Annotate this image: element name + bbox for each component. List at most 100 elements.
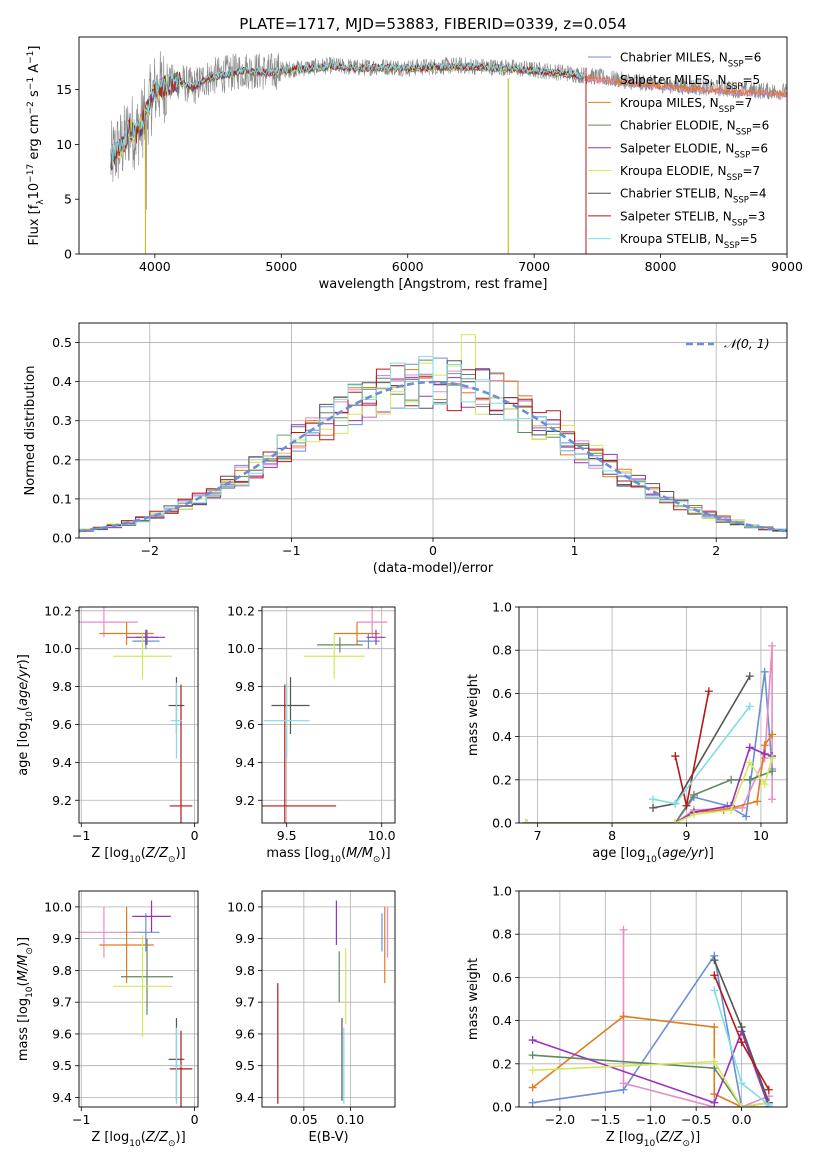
weight-line <box>526 770 773 823</box>
x-tick-label: 7000 <box>518 259 550 274</box>
error-bar-point <box>334 622 380 645</box>
error-bar-point <box>303 633 365 679</box>
x-axis-label: E(B-V) <box>308 1130 348 1145</box>
x-tick-label: 5000 <box>265 259 297 274</box>
y-tick-label: 1.0 <box>492 600 512 615</box>
weight-marker <box>522 819 531 823</box>
weight-marker <box>649 803 657 812</box>
x-tick-label: 0.05 <box>290 1112 318 1127</box>
weight-marker <box>737 1103 746 1107</box>
y-tick-label: 10 <box>56 137 72 152</box>
x-tick-label: 6000 <box>392 259 424 274</box>
weight-marker <box>753 797 762 806</box>
weight-marker <box>528 1066 537 1075</box>
x-tick-label: 9 <box>683 828 691 843</box>
y-tick-label: 9.5 <box>52 1058 72 1073</box>
x-tick-label: 0 <box>191 828 199 843</box>
weight-marker <box>710 971 719 980</box>
error-bar-point <box>79 906 138 958</box>
axes-frame <box>78 36 788 255</box>
y-tick-label: 9.6 <box>52 717 72 732</box>
y-tick-label: 0.4 <box>52 374 72 389</box>
weight-line <box>526 746 773 823</box>
weight-marker <box>745 758 754 767</box>
ticks-age_vs_mass: 9.5 10.0 9.2 9.4 9.6 9.8 10.0 10.2 <box>227 603 396 843</box>
y-tick-label: 5 <box>64 192 72 207</box>
histogram-line <box>79 355 787 532</box>
normal-reference-curve <box>79 380 787 533</box>
y-tick-label: 9.4 <box>52 1090 72 1105</box>
weight-marker <box>649 795 657 804</box>
panel-mass_vs_Z: −1 0 9.4 9.5 9.6 9.7 9.8 9.9 10.0 Z [log10(Z/Z⊙)]… <box>16 890 199 1149</box>
plot-area-age_vs_mass <box>262 607 388 823</box>
weight-line <box>652 705 751 805</box>
y-tick-label: 10.0 <box>44 641 72 656</box>
axes-frame <box>78 606 199 824</box>
weight-marker <box>768 795 777 804</box>
x-tick-label: 8 <box>608 828 616 843</box>
panel-weights_vs_Z: −2.0 −1.5 −1.0 −0.5 0.0 0.0 0.2 0.4 0.6 0.8 1.0 mas… <box>466 884 788 1149</box>
ticks-mass_vs_ebv: 0.05 0.10 9.4 9.5 9.6 9.7 9.8 9.9 10.0 <box>227 899 364 1127</box>
y-tick-label: 9.7 <box>235 995 255 1010</box>
y-tick-label: 9.6 <box>52 1026 72 1041</box>
axes-frame <box>261 606 396 824</box>
weight-marker <box>671 819 680 823</box>
weight-marker <box>704 687 713 696</box>
weight-marker <box>528 1098 537 1107</box>
x-tick-label: 2 <box>712 543 720 558</box>
panel-age_vs_mass: 9.5 10.0 9.2 9.4 9.6 9.8 10.0 10.2 mass [log10(M… <box>227 603 396 865</box>
y-tick-label: 1.0 <box>492 884 512 899</box>
x-axis-label: Z [log10(Z/Z⊙)] <box>606 1130 700 1149</box>
weight-marker <box>742 812 751 821</box>
axes-frame <box>518 606 788 824</box>
x-tick-label: 0.0 <box>732 1112 752 1127</box>
error-bar-point <box>169 684 193 823</box>
x-axis-label: (data-model)/error <box>373 561 494 576</box>
x-tick-label: 1 <box>571 543 579 558</box>
weight-marker <box>768 767 777 776</box>
weight-line <box>526 645 773 823</box>
legend-entry: Kroupa ELODIE, NSSP=7 <box>620 164 760 183</box>
y-tick-label: 9.9 <box>52 931 72 946</box>
y-tick-label: 9.2 <box>235 793 255 808</box>
legend-entry: Salpeter STELIB, NSSP=3 <box>620 209 765 228</box>
x-tick-label: −2.0 <box>545 1112 575 1127</box>
error-bar-point <box>113 935 172 1038</box>
weight-marker <box>745 775 754 784</box>
weight-marker <box>682 801 691 810</box>
grid-age_vs_mass <box>262 607 395 823</box>
y-tick-label: 15 <box>56 82 72 97</box>
grid-weights_vs_Z <box>519 890 787 1108</box>
y-tick-label: 10.0 <box>44 899 72 914</box>
plot-area-mass_vs_Z <box>79 900 193 1107</box>
weight-marker <box>760 780 769 789</box>
x-axis-label: mass [log10(M/M⊙)] <box>266 846 390 865</box>
y-tick-label: 0.3 <box>52 413 72 428</box>
y-tick-label: 0.4 <box>492 1013 512 1028</box>
weight-line <box>674 691 710 806</box>
legend-entry: Salpeter ELODIE, NSSP=6 <box>620 141 768 160</box>
x-tick-label: −1.5 <box>590 1112 620 1127</box>
error-bar-point <box>113 633 172 679</box>
axes-frame <box>78 890 199 1108</box>
y-axis-label: mass weight <box>466 958 481 1040</box>
error-bar-point <box>126 629 166 645</box>
x-tick-label: 0.10 <box>336 1112 364 1127</box>
y-tick-label: 9.8 <box>235 679 255 694</box>
ticks-spectrum: 4000 5000 6000 7000 8000 9000 0 5 10 15 <box>56 82 803 274</box>
error-bar-point <box>262 684 337 823</box>
weight-marker <box>727 775 736 784</box>
plot-area-weights_vs_Z <box>528 925 773 1107</box>
weight-marker <box>745 672 754 681</box>
error-bar-point <box>317 637 363 653</box>
error-bar-point <box>120 938 174 1015</box>
y-tick-label: 0.8 <box>492 643 512 658</box>
grid-age_vs_Z <box>79 607 198 823</box>
x-tick-label: −2 <box>141 543 159 558</box>
panel-age_vs_Z: −1 0 9.2 9.4 9.6 9.8 10.0 10.2 Z [log10(Z/Z⊙)] ag… <box>16 603 199 865</box>
axes-frame <box>518 890 788 1108</box>
y-axis-label: Flux [fλ10−17 erg cm−2 s−1 A−1] <box>26 46 46 246</box>
y-tick-label: 9.9 <box>235 931 255 946</box>
x-tick-label: 0 <box>429 543 437 558</box>
